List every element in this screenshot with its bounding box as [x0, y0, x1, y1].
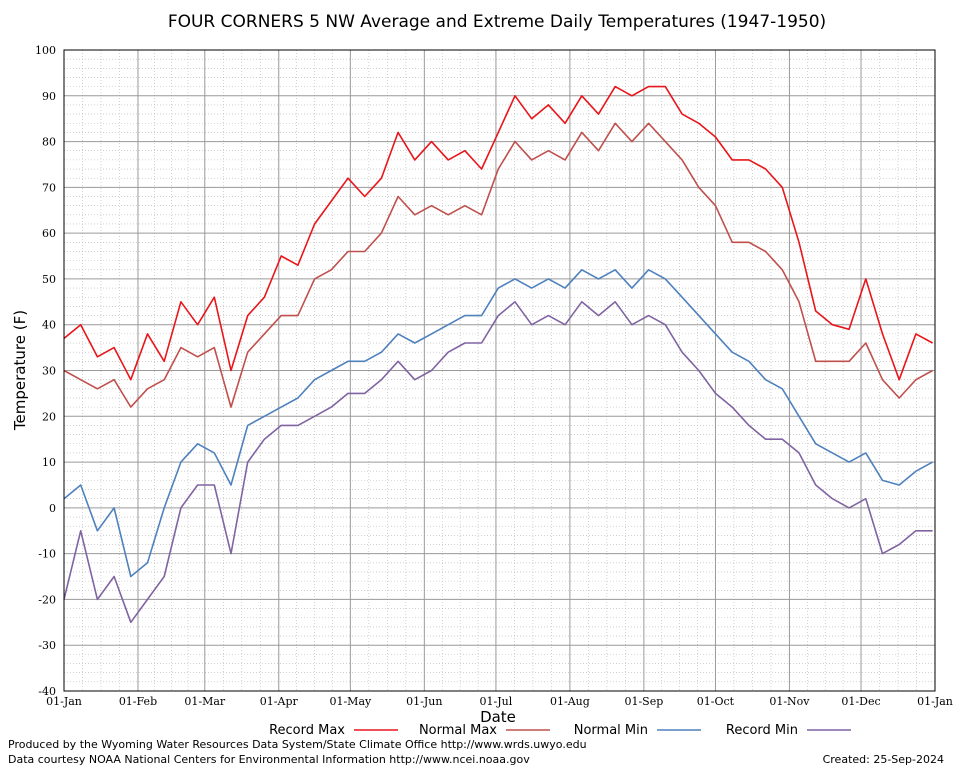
y-tick-label: 90: [42, 90, 56, 103]
x-tick-label: 01-May: [329, 695, 372, 708]
x-tick-label: 01-Jul: [480, 695, 513, 708]
x-axis-label: Date: [480, 708, 516, 726]
x-tick-label: 01-Feb: [119, 695, 157, 708]
x-tick-label: 01-Oct: [697, 695, 735, 708]
series-line-normal-max: [63, 122, 933, 408]
y-tick-label: -40: [38, 685, 56, 698]
y-tick-label: -10: [38, 548, 56, 561]
x-tick-label: 01-Aug: [550, 695, 590, 708]
y-tick-label: 80: [42, 136, 56, 149]
x-tick-label: 01-Jun: [406, 695, 442, 708]
y-tick-label: -30: [38, 639, 56, 652]
series-line-normal-min: [63, 268, 933, 578]
footer-produced-by: Produced by the Wyoming Water Resources …: [8, 738, 587, 751]
footer-created: Created: 25-Sep-2024: [823, 753, 944, 766]
y-axis-label: Temperature (F): [11, 310, 29, 431]
x-tick-label: 01-Sep: [624, 695, 663, 708]
x-tick-label: 01-Mar: [184, 695, 226, 708]
y-tick-label: 70: [42, 181, 56, 194]
y-axis-ticks: -40 -30 -20 -10 0 10 20 30 40 50 60 70 80 90 100: [35, 44, 56, 698]
y-tick-label: 50: [42, 273, 56, 286]
y-tick-label: 0: [49, 502, 56, 515]
x-tick-label: 01-Jan: [46, 695, 82, 708]
y-tick-label: 30: [42, 365, 56, 378]
x-axis-ticks: 01-Jan 01-Feb 01-Mar 01-Apr 01-May 01-Jun 01-J…: [46, 695, 953, 708]
legend-label: Record Min: [726, 723, 798, 738]
x-tick-label: 01-Apr: [260, 695, 299, 708]
major-grid: [63, 49, 936, 692]
x-tick-label: 01-Nov: [769, 695, 810, 708]
y-tick-label: 60: [42, 227, 56, 240]
x-tick-label: 01-Dec: [841, 695, 880, 708]
minor-grid: [64, 50, 935, 691]
legend-label: Normal Min: [574, 723, 648, 738]
y-tick-label: 20: [42, 410, 56, 423]
y-tick-label: 10: [42, 456, 56, 469]
y-tick-label: -20: [38, 593, 56, 606]
plot-frame: [63, 49, 936, 692]
legend: Record Max Normal Max Normal Min Record Min: [269, 723, 851, 738]
chart-title: FOUR CORNERS 5 NW Average and Extreme Da…: [168, 12, 826, 32]
x-tick-label: 01-Jan: [917, 695, 953, 708]
y-tick-label: 100: [35, 44, 56, 57]
series-lines: [63, 85, 933, 624]
legend-label: Record Max: [269, 723, 345, 738]
legend-label: Normal Max: [419, 723, 497, 738]
y-tick-label: 40: [42, 319, 56, 332]
series-line-record-min: [63, 300, 933, 624]
series-line-record-max: [63, 85, 933, 381]
footer-data-courtesy: Data courtesy NOAA National Centers for …: [8, 753, 530, 766]
